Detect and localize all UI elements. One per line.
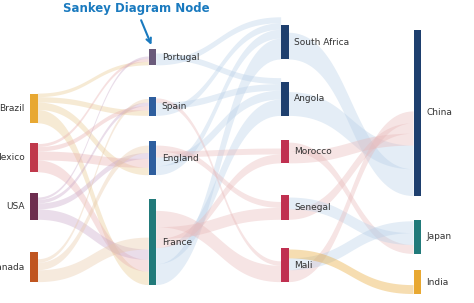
Polygon shape (38, 106, 149, 152)
Bar (30, 94, 38, 123)
Text: South Africa: South Africa (294, 38, 349, 47)
Text: USA: USA (6, 202, 25, 211)
Polygon shape (156, 148, 281, 158)
Polygon shape (38, 152, 149, 168)
Polygon shape (156, 54, 281, 84)
Polygon shape (38, 99, 149, 263)
Text: Mexico: Mexico (0, 153, 25, 162)
Polygon shape (38, 110, 149, 285)
Polygon shape (156, 99, 281, 264)
Text: Angola: Angola (294, 94, 325, 103)
Bar (149, 199, 156, 285)
Text: Senegal: Senegal (294, 203, 331, 212)
Polygon shape (156, 211, 281, 282)
Text: India: India (427, 278, 449, 287)
Bar (149, 141, 156, 175)
Text: Spain: Spain (162, 102, 187, 111)
Polygon shape (38, 153, 149, 209)
Polygon shape (156, 155, 281, 248)
Polygon shape (38, 102, 149, 175)
Polygon shape (289, 134, 413, 163)
Polygon shape (156, 145, 281, 208)
Polygon shape (289, 143, 413, 254)
Bar (30, 252, 38, 282)
Bar (281, 25, 289, 59)
Polygon shape (289, 221, 413, 270)
Polygon shape (38, 59, 149, 147)
Text: Japan: Japan (427, 232, 452, 241)
Polygon shape (156, 39, 281, 285)
Polygon shape (38, 209, 149, 260)
Text: England: England (162, 154, 199, 163)
Polygon shape (38, 97, 149, 116)
Polygon shape (156, 30, 281, 175)
Polygon shape (156, 84, 281, 109)
Text: Sankey Diagram Node: Sankey Diagram Node (63, 2, 210, 43)
Polygon shape (38, 102, 149, 204)
Bar (149, 49, 156, 65)
Bar (281, 195, 289, 220)
Bar (30, 193, 38, 220)
Text: Mali: Mali (294, 261, 313, 270)
Bar (149, 97, 156, 116)
Polygon shape (289, 198, 413, 245)
Polygon shape (38, 56, 149, 200)
Polygon shape (289, 112, 413, 282)
Text: France: France (162, 238, 192, 247)
Polygon shape (289, 92, 413, 169)
Polygon shape (38, 145, 149, 270)
Text: China: China (427, 108, 452, 117)
Bar (281, 248, 289, 282)
Bar (30, 143, 38, 172)
Bar (413, 270, 421, 294)
Text: Morocco: Morocco (294, 147, 332, 156)
Bar (413, 220, 421, 254)
Polygon shape (289, 123, 413, 220)
Text: Canada: Canada (0, 263, 25, 272)
Text: Brazil: Brazil (0, 104, 25, 113)
Polygon shape (156, 208, 281, 239)
Polygon shape (156, 91, 281, 166)
Bar (281, 82, 289, 116)
Polygon shape (38, 160, 149, 272)
Bar (281, 140, 289, 163)
Polygon shape (289, 249, 413, 294)
Polygon shape (156, 17, 281, 65)
Polygon shape (38, 238, 149, 282)
Polygon shape (38, 62, 149, 97)
Polygon shape (156, 98, 281, 266)
Polygon shape (289, 33, 413, 196)
Bar (413, 30, 421, 196)
Polygon shape (156, 23, 281, 116)
Text: Portugal: Portugal (162, 53, 199, 62)
